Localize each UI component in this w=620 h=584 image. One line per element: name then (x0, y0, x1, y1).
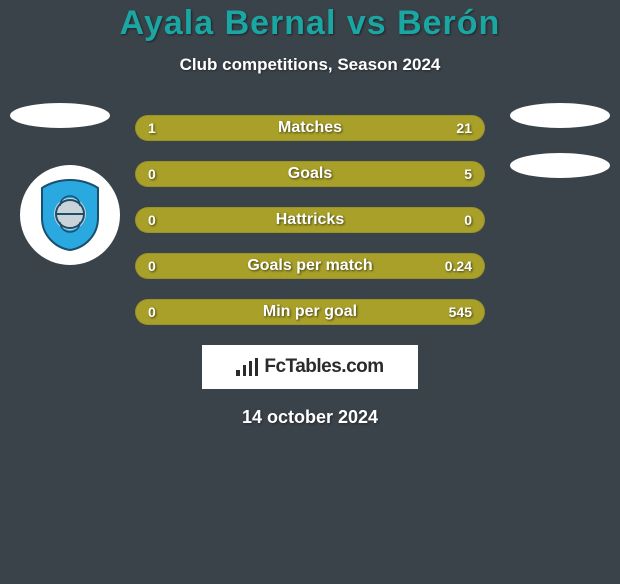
stat-row: Hattricks0 0 (135, 207, 485, 233)
stat-label: Min per goal (136, 300, 484, 324)
stat-left-value: 0 (136, 254, 168, 278)
stat-row: Goals0 5 (135, 161, 485, 187)
stat-left-value: 0 (136, 300, 168, 324)
date-line: 14 october 2024 (0, 407, 620, 428)
stat-left-value: 0 (136, 208, 168, 232)
stat-label: Goals (136, 162, 484, 186)
page-title: Ayala Bernal vs Berón (0, 4, 620, 43)
player1-photo-placeholder (10, 103, 110, 128)
stat-label: Matches (136, 116, 484, 140)
stat-right-value: 0.24 (433, 254, 484, 278)
stat-row: Min per goal0 545 (135, 299, 485, 325)
stat-right-value: 21 (444, 116, 484, 140)
stat-right-value: 5 (452, 162, 484, 186)
club-shield-icon (38, 178, 102, 252)
player2-photo-placeholder (510, 103, 610, 128)
stats-column: Matches121Goals05Hattricks00Goals per ma… (135, 115, 485, 325)
stat-row: Goals per match00.24 (135, 253, 485, 279)
player2-club-placeholder (510, 153, 610, 178)
subtitle: Club competitions, Season 2024 (0, 55, 620, 75)
brand-badge[interactable]: FcTables.com (202, 345, 418, 389)
brand-text: FcTables.com (264, 356, 383, 378)
comparison-area: Matches121Goals05Hattricks00Goals per ma… (0, 115, 620, 325)
player1-club-badge (20, 165, 120, 265)
stat-left-value: 0 (136, 162, 168, 186)
bars-icon (236, 358, 258, 376)
stat-label: Hattricks (136, 208, 484, 232)
stat-row: Matches1 21 (135, 115, 485, 141)
stat-right-value: 545 (437, 300, 484, 324)
stat-left-value: 1 (136, 116, 168, 140)
stat-right-value: 0 (452, 208, 484, 232)
